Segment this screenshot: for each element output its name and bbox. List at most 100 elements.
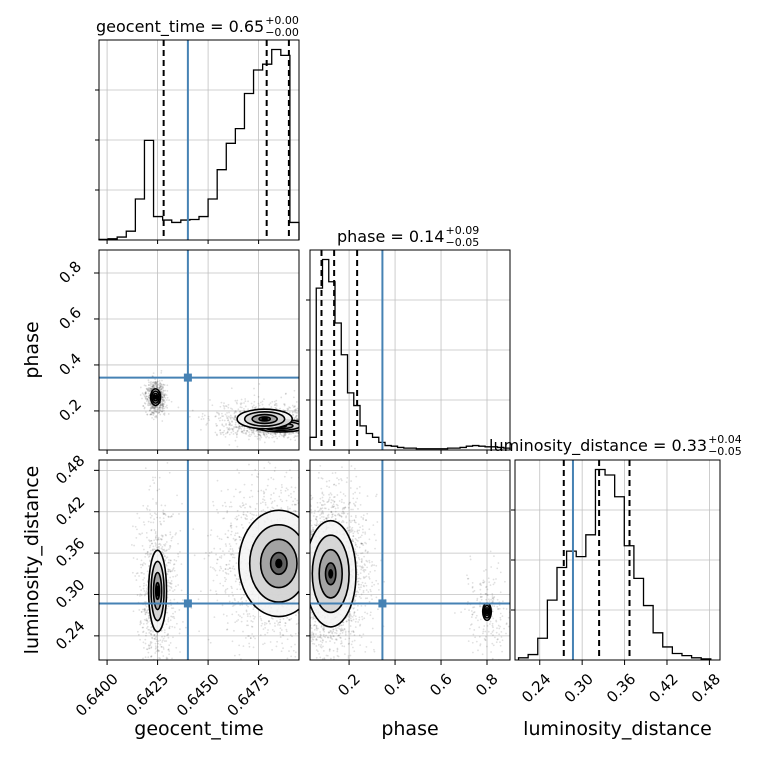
sample-point xyxy=(245,514,247,516)
sample-point xyxy=(239,406,242,409)
sample-point xyxy=(307,603,309,605)
sample-point xyxy=(260,619,263,622)
sample-point xyxy=(272,432,275,435)
sample-point xyxy=(305,430,307,432)
sample-point xyxy=(158,411,161,414)
sample-point xyxy=(172,590,174,593)
sample-point xyxy=(299,571,301,573)
sample-point xyxy=(239,427,241,429)
sample-point xyxy=(151,549,154,551)
sample-point xyxy=(155,406,157,409)
sample-point xyxy=(216,434,218,437)
sample-point xyxy=(247,605,249,608)
sample-point xyxy=(261,622,264,625)
sample-point xyxy=(236,445,239,448)
sample-point xyxy=(146,551,149,553)
sample-point xyxy=(294,416,297,419)
sample-point xyxy=(143,608,145,611)
sample-point xyxy=(155,384,158,387)
histogram-phase xyxy=(309,258,511,450)
sample-point xyxy=(241,600,244,603)
sample-point xyxy=(295,435,297,438)
sample-point xyxy=(238,536,241,538)
sample-point xyxy=(207,554,210,557)
sample-point xyxy=(160,387,163,390)
sample-point xyxy=(216,508,218,511)
sample-point xyxy=(149,632,152,635)
sample-point xyxy=(224,501,226,504)
sample-point xyxy=(302,421,304,423)
sample-point xyxy=(138,532,141,535)
sample-point xyxy=(234,621,237,624)
sample-point xyxy=(208,419,211,421)
sample-point xyxy=(148,647,151,650)
sample-point xyxy=(251,625,254,628)
sample-point xyxy=(238,472,240,474)
sample-point xyxy=(148,394,150,397)
sample-point xyxy=(228,567,231,570)
sample-point xyxy=(233,495,235,498)
sample-point xyxy=(302,428,304,430)
sample-point xyxy=(230,505,233,508)
sample-point xyxy=(170,582,173,585)
sample-point xyxy=(305,426,307,428)
sample-point xyxy=(161,635,163,638)
sample-point xyxy=(301,429,303,431)
sample-point xyxy=(152,384,155,387)
sample-point xyxy=(164,550,166,553)
sample-point xyxy=(294,643,296,646)
sample-point xyxy=(161,402,164,405)
sample-point xyxy=(263,623,266,626)
sample-point xyxy=(312,414,314,416)
sample-point xyxy=(318,422,320,424)
sample-point xyxy=(145,590,148,593)
sample-point xyxy=(313,423,315,425)
sample-point xyxy=(249,637,252,639)
sample-point xyxy=(155,384,158,387)
sample-point xyxy=(244,400,247,403)
sample-point xyxy=(243,407,245,410)
sample-point xyxy=(312,622,314,624)
sample-point xyxy=(221,504,224,507)
sample-point xyxy=(147,612,150,615)
sample-point xyxy=(224,413,227,416)
sample-point xyxy=(315,493,317,495)
sample-point xyxy=(150,629,153,632)
sample-point xyxy=(306,415,308,417)
sample-point xyxy=(324,427,326,429)
sample-point xyxy=(161,394,164,396)
sample-point xyxy=(327,427,329,429)
sample-point xyxy=(161,390,163,393)
sample-point xyxy=(285,471,288,474)
sample-point xyxy=(164,405,167,408)
sample-point xyxy=(289,618,291,621)
sample-point xyxy=(288,650,290,652)
sample-point xyxy=(238,644,241,647)
sample-point xyxy=(164,504,167,507)
sample-point xyxy=(132,610,135,613)
sample-point xyxy=(275,645,278,648)
sample-point xyxy=(173,598,176,601)
sample-point xyxy=(143,608,146,611)
sample-point xyxy=(327,426,329,428)
sample-point xyxy=(248,433,251,436)
sample-point xyxy=(159,404,162,407)
sample-point xyxy=(302,422,304,424)
sample-point xyxy=(142,657,144,660)
sample-point xyxy=(225,405,228,408)
sample-point xyxy=(153,548,156,551)
sample-point xyxy=(157,409,160,411)
sample-point xyxy=(304,563,306,565)
sample-point xyxy=(149,390,152,393)
sample-point xyxy=(307,433,309,435)
sample-point xyxy=(257,430,259,432)
sample-point xyxy=(272,478,275,481)
sample-point xyxy=(304,431,306,433)
sample-point xyxy=(237,428,240,431)
sample-point xyxy=(306,429,308,431)
sample-point xyxy=(294,503,296,506)
sample-point xyxy=(234,439,237,442)
sample-point xyxy=(324,430,326,432)
sample-point xyxy=(294,435,297,437)
sample-point xyxy=(266,631,269,634)
